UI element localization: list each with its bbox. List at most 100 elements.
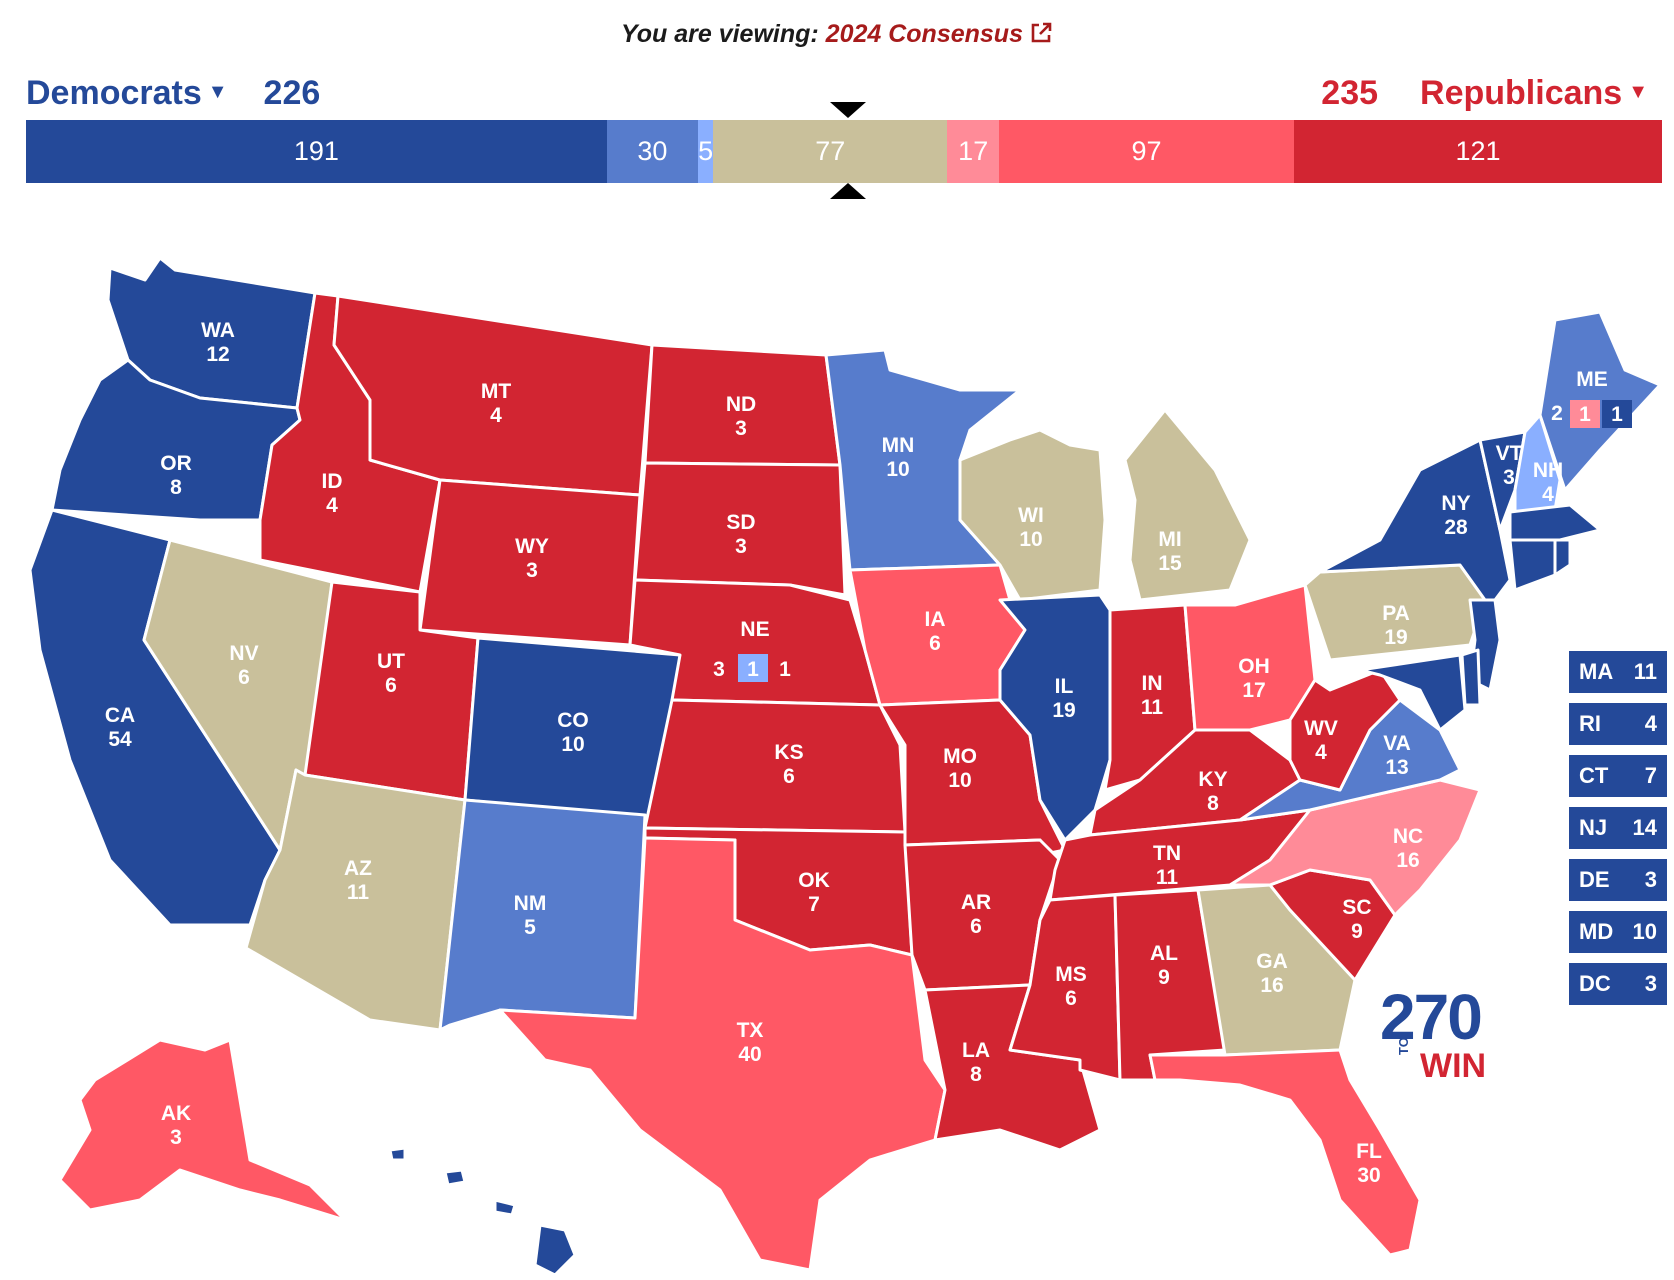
state-label-tx: TX [737,1019,764,1042]
state-ev-ga: 16 [1260,974,1283,997]
state-label-ks: KS [774,741,803,764]
state-ev-nd: 3 [735,417,747,440]
state-label-or: OR [160,452,192,475]
chevron-down-icon[interactable]: ▼ [207,81,228,103]
state-ev-me: 2 [1551,402,1563,425]
state-label-ne: NE [740,618,769,641]
state-label-ms: MS [1055,963,1087,986]
bar-segment-lean-rep: 17 [947,120,1000,183]
state-ev-mi: 15 [1158,552,1182,575]
state-ev-ok: 7 [808,893,820,916]
state-ev-wy: 3 [526,559,538,582]
state-label-ut: UT [377,650,405,673]
democrats-header[interactable]: Democrats ▼ 226 [26,74,320,113]
logo-number: 270 [1380,981,1483,1053]
state-label-il: IL [1055,675,1074,698]
small-state-ev: 3 [1644,867,1657,892]
map-name-link[interactable]: 2024 Consensus [825,20,1023,48]
state-ri[interactable] [1553,538,1572,577]
small-state-abbr: DE [1579,867,1610,892]
state-ev-co: 10 [561,733,584,756]
logo-to: TO [1396,1037,1411,1055]
republicans-header[interactable]: 235 Republicans ▼ [1321,74,1648,113]
state-md[interactable] [1358,653,1467,732]
state-nc[interactable] [1228,778,1482,917]
small-state-de[interactable]: DE 3 [1568,858,1668,902]
state-label-ia: IA [925,608,946,631]
state-label-id: ID [322,470,343,493]
bar-segment-safe-dem: 191 [26,120,607,183]
state-ny[interactable] [1318,438,1512,602]
state-label-ar: AR [961,891,991,914]
state-ma[interactable] [1508,503,1602,542]
state-label-nm: NM [514,892,547,915]
ne-district-1-box[interactable] [738,654,768,682]
republicans-label[interactable]: Republicans [1420,74,1623,112]
state-ev-vt: 3 [1503,466,1515,489]
democrats-total: 226 [263,74,321,112]
state-sd[interactable] [633,461,847,597]
state-label-la: LA [962,1039,990,1062]
state-label-ok: OK [798,869,830,892]
state-ev-ks: 6 [783,765,795,788]
state-ev-sd: 3 [735,535,747,558]
state-label-ny: NY [1441,492,1470,515]
state-nm[interactable] [438,798,647,1032]
democrats-label[interactable]: Democrats [26,74,202,112]
state-tx[interactable] [498,836,947,1272]
state-label-wa: WA [201,319,235,342]
state-ev-ak: 3 [170,1126,182,1149]
logo-win: WIN [1420,1047,1487,1085]
state-ev-pa: 19 [1384,626,1407,649]
state-ct[interactable] [1508,538,1557,592]
small-state-ri[interactable]: RI 4 [1568,702,1668,746]
state-label-mn: MN [882,434,915,457]
state-ak[interactable] [58,1038,347,1222]
viewing-prefix: You are viewing: [620,20,819,48]
state-label-az: AZ [344,857,372,880]
state-ev-id: 4 [326,494,338,517]
small-state-dc[interactable]: DC 3 [1568,962,1668,1006]
state-ev-nm: 5 [524,916,536,939]
small-state-ev: 10 [1632,919,1657,944]
270-marker-bottom-icon [830,183,866,199]
ne-district-1-ev: 1 [747,658,759,681]
state-wv[interactable] [1288,668,1402,792]
chevron-down-icon[interactable]: ▼ [1628,81,1648,103]
small-state-ev: 3 [1644,971,1657,996]
state-label-wi: WI [1018,504,1044,527]
state-fl[interactable] [1148,1048,1422,1257]
state-ks[interactable] [643,698,907,834]
state-ev-il: 19 [1052,699,1075,722]
state-label-ca: CA [105,704,135,727]
state-ev-sc: 9 [1351,920,1363,943]
electoral-vote-bar: 191 30 5 77 17 97 121 [26,120,1662,183]
state-ev-wi: 10 [1019,528,1042,551]
state-ev-nc: 16 [1396,849,1419,872]
small-state-ma[interactable]: MA 11 [1568,650,1668,694]
ne-district-2-box[interactable] [770,654,800,682]
small-state-nj[interactable]: NJ 14 [1568,806,1668,850]
state-mi[interactable] [1123,408,1252,602]
state-label-ga: GA [1256,950,1288,973]
state-label-co: CO [557,709,589,732]
270-marker-top-icon [830,102,866,118]
small-state-md[interactable]: MD 10 [1568,910,1668,954]
me-district-1-ev: 1 [1579,403,1591,426]
state-label-al: AL [1150,942,1178,965]
state-ev-tn: 11 [1156,866,1179,889]
me-district-2-box[interactable] [1602,400,1632,428]
state-label-oh: OH [1238,655,1270,678]
state-label-mi: MI [1158,528,1181,551]
external-link-icon[interactable] [1029,21,1053,45]
state-il[interactable] [998,593,1112,842]
state-label-me: ME [1576,368,1608,391]
state-hi[interactable] [388,1146,577,1277]
state-ev-wv: 4 [1315,741,1327,764]
state-wi[interactable] [958,428,1107,602]
small-state-ct[interactable]: CT 7 [1568,754,1668,798]
state-ev-va: 13 [1385,756,1408,779]
me-district-1-box[interactable] [1570,400,1600,428]
state-ev-ky: 8 [1207,792,1219,815]
state-ev-mt: 4 [490,404,502,427]
